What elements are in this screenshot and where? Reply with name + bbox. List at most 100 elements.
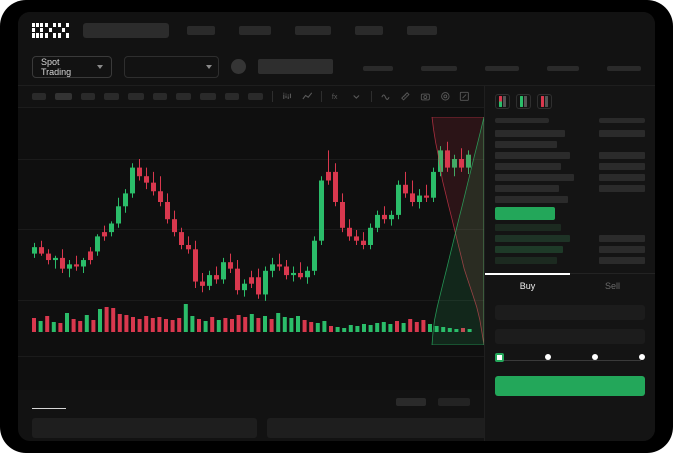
settings-icon[interactable] [440, 91, 451, 102]
ob-ask-row[interactable] [495, 161, 645, 172]
nav-item-4[interactable] [355, 25, 383, 35]
interval-button-9[interactable] [225, 93, 239, 100]
okx-logo-k [45, 22, 56, 38]
action-2[interactable] [438, 398, 470, 406]
ob-ask-row[interactable] [495, 150, 645, 161]
interval-button-7[interactable] [176, 93, 191, 100]
orderbook-display-modes [485, 86, 655, 115]
interval-button-5[interactable] [128, 93, 144, 100]
interval-button-2[interactable] [55, 93, 72, 100]
ob-ask-amount [599, 130, 645, 137]
orderbook-ask-rows[interactable] [485, 128, 655, 205]
stat-change-value [363, 65, 393, 71]
action-1[interactable] [396, 398, 426, 406]
nav-item-2[interactable] [239, 25, 271, 35]
svg-text:fx: fx [332, 93, 338, 101]
ob-ask-amount [599, 163, 645, 170]
toolbar-divider [272, 91, 273, 102]
ob-ask-row[interactable] [495, 172, 645, 183]
interval-buttons [32, 93, 263, 100]
ob-ask-price [495, 174, 575, 181]
okx-logo-x [58, 22, 69, 38]
market-type-dropdown[interactable]: Spot Trading [32, 55, 112, 78]
toolbar-divider [370, 91, 372, 102]
ob-ask-price [495, 152, 570, 159]
ob-mode-both-icon[interactable] [495, 94, 510, 109]
market-type-label: Spot Trading [41, 56, 72, 77]
ob-bid-row[interactable] [495, 233, 645, 244]
slider-node-75[interactable] [639, 354, 645, 360]
ob-bid-row[interactable] [495, 255, 645, 266]
bottom-panel-left[interactable] [32, 418, 257, 438]
interval-button-3[interactable] [81, 93, 95, 100]
indicators-icon[interactable]: fx [331, 91, 342, 102]
ob-mode-asks-icon[interactable] [537, 94, 552, 109]
interval-button-8[interactable] [200, 93, 216, 100]
ob-bid-price [495, 224, 561, 231]
ob-col-amount [599, 118, 645, 123]
orders-tabs-bar [18, 390, 484, 414]
nav-item-5[interactable] [407, 25, 437, 35]
chevron-down-icon[interactable] [351, 91, 362, 102]
stat-volume-quote [607, 63, 641, 71]
interval-button-10[interactable] [248, 93, 263, 100]
header-search-box[interactable] [83, 22, 169, 38]
price-chart[interactable] [18, 108, 484, 390]
chart-toolbar: fx [18, 86, 484, 108]
ob-bid-amount [599, 246, 645, 253]
toolbar-divider [321, 91, 323, 102]
ob-mode-bids-icon[interactable] [516, 94, 531, 109]
gridline-3 [18, 299, 484, 301]
stat-low-value [485, 65, 519, 71]
camera-icon[interactable] [420, 91, 431, 102]
amount-percent-slider[interactable] [485, 344, 655, 362]
okx-logo[interactable] [32, 22, 69, 38]
ob-ask-amount [599, 174, 645, 181]
okx-logo-o [32, 22, 43, 38]
ob-bid-price [495, 257, 557, 264]
ob-ask-row[interactable] [495, 194, 645, 205]
ob-ask-row[interactable] [495, 139, 645, 150]
ob-col-price [495, 118, 549, 123]
candlestick-chart-icon[interactable] [282, 91, 293, 102]
ob-ask-row[interactable] [495, 128, 645, 139]
ob-bid-row[interactable] [495, 222, 645, 233]
ob-ask-row[interactable] [495, 183, 645, 194]
stat-volume-base [547, 63, 579, 71]
candlestick-series [32, 141, 471, 301]
buy-sell-tabs: Buy Sell [485, 273, 655, 297]
ob-ask-price [495, 196, 568, 203]
place-buy-order-button[interactable] [495, 376, 645, 396]
order-form-fields [485, 297, 655, 344]
ruler-icon[interactable] [400, 91, 411, 102]
trading-pair-selector[interactable] [123, 55, 219, 78]
interval-button-4[interactable] [104, 93, 119, 100]
order-price-field[interactable] [495, 305, 645, 320]
slider-track [501, 360, 641, 361]
chevron-down-icon [205, 64, 212, 69]
bottom-panel-right[interactable] [267, 418, 492, 438]
nav-item-3[interactable] [295, 25, 331, 35]
slider-node-50[interactable] [592, 354, 598, 360]
ob-bid-price [495, 235, 570, 242]
nav-item-1[interactable] [187, 25, 215, 35]
interval-button-6[interactable] [153, 93, 167, 100]
tab-buy[interactable]: Buy [485, 273, 570, 297]
order-amount-field[interactable] [495, 329, 645, 344]
stat-volume-base-value [547, 65, 579, 71]
top-header [18, 12, 655, 48]
stat-low [485, 63, 519, 71]
orderbook-bid-rows[interactable] [485, 222, 655, 266]
slider-node-25[interactable] [545, 354, 551, 360]
ob-ask-price [495, 185, 559, 192]
fullscreen-icon[interactable] [459, 91, 470, 102]
wave-chart-icon[interactable] [380, 91, 392, 102]
interval-button-1[interactable] [32, 93, 46, 100]
slider-node-0[interactable] [495, 353, 504, 362]
line-chart-icon[interactable] [302, 91, 313, 102]
header-nav [187, 25, 437, 35]
tab-sell[interactable]: Sell [604, 281, 620, 291]
stat-high-value [421, 65, 457, 71]
ob-bid-row[interactable] [495, 244, 645, 255]
